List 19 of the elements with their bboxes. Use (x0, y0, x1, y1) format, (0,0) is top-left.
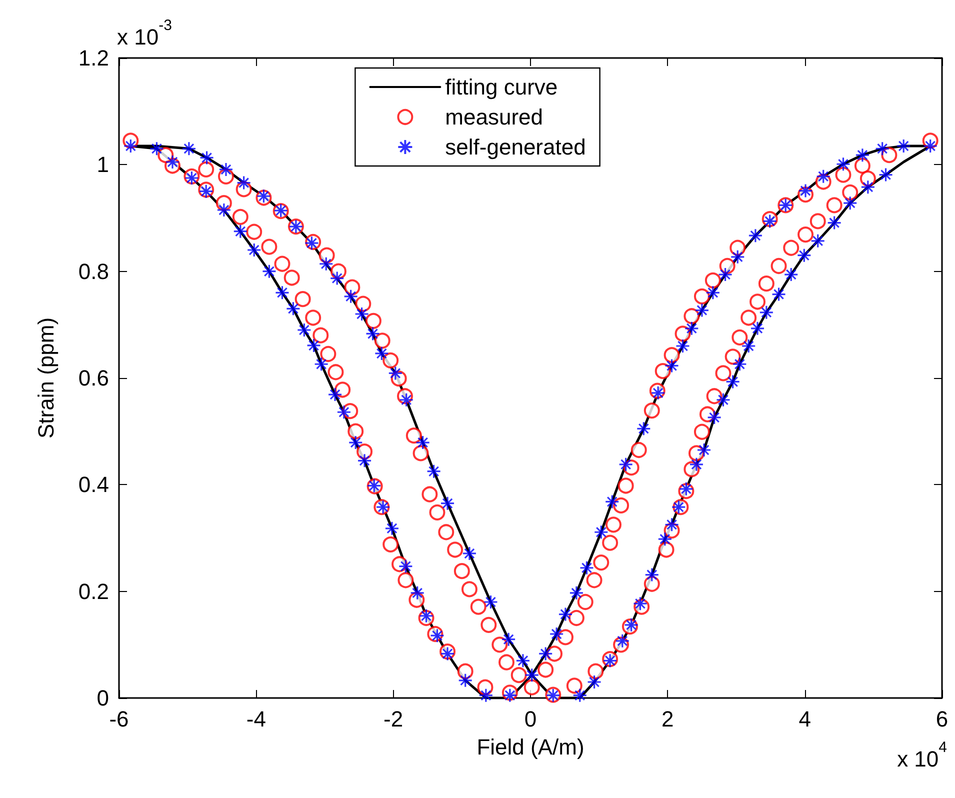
legend-label: fitting curve (445, 74, 558, 100)
x-tick-label: 2 (662, 706, 674, 732)
y-axis-title: Strain (ppm) (34, 317, 58, 439)
legend-label: measured (445, 104, 544, 130)
y-tick-label: 0.4 (78, 472, 109, 498)
x-tick-label: -6 (109, 706, 129, 732)
y-tick-label: 0.6 (78, 366, 109, 390)
x-tick-label: 0 (524, 706, 537, 732)
y-tick-label: 1 (96, 152, 109, 178)
y-tick-label: 0 (96, 686, 109, 710)
x-tick-label: -4 (246, 706, 266, 732)
x-axis-title: Field (A/m) (476, 734, 584, 760)
x-tick-label: 4 (798, 706, 811, 732)
x-tick-label: -2 (384, 706, 404, 732)
x-tick-label: 6 (936, 706, 948, 732)
y-tick-label: 1.2 (78, 46, 109, 70)
y-tick-label: 0.8 (78, 258, 109, 284)
y-tick-label: 0.2 (78, 578, 109, 604)
legend-label: self-generated (445, 134, 586, 160)
